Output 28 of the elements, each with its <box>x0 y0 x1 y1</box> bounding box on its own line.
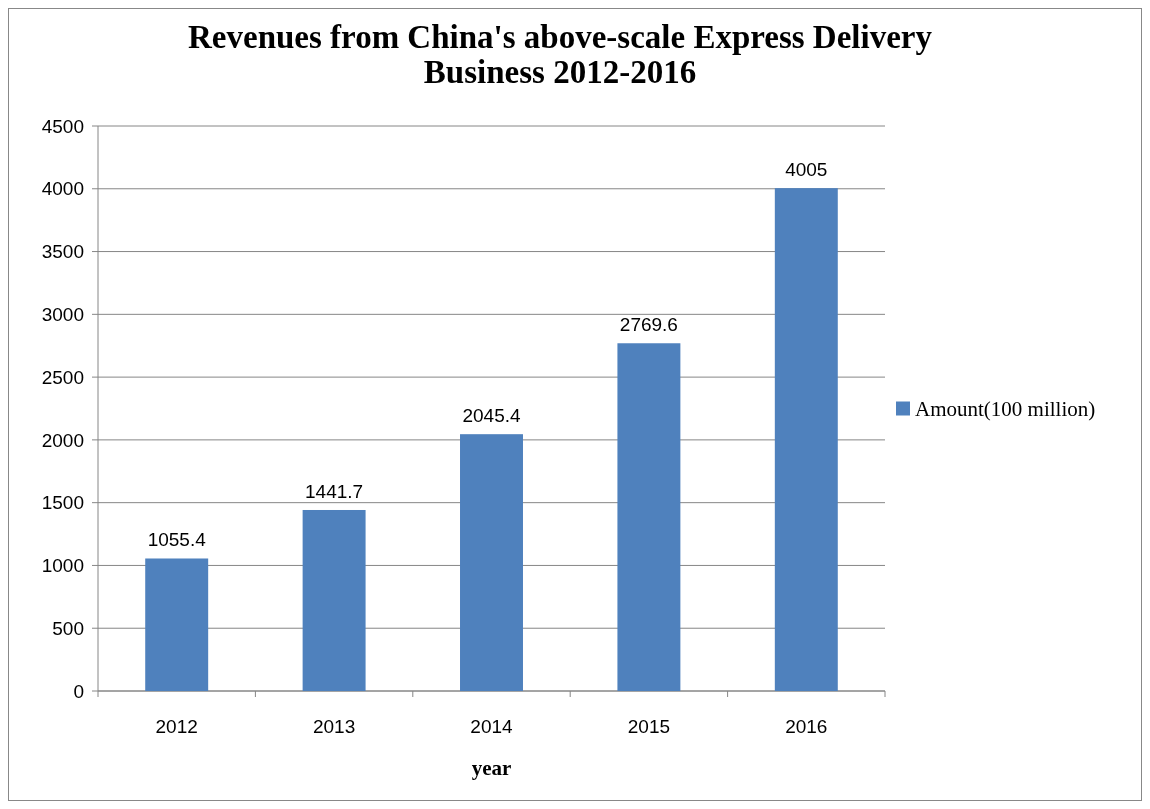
y-tick-label: 4500 <box>41 115 84 137</box>
y-tick-label: 4000 <box>41 178 84 200</box>
x-tick-label: 2016 <box>785 716 828 737</box>
x-tick-label: 2015 <box>627 716 671 737</box>
chart-title: Revenues from China's above-scale Express Delivery Business 2012-2016 <box>188 19 933 90</box>
y-tick-label: 0 <box>73 680 84 702</box>
y-tick-label: 1500 <box>41 492 84 514</box>
x-tick-label: 2013 <box>312 716 356 737</box>
data-label: 1055.4 <box>147 529 207 551</box>
data-label: 4005 <box>785 159 828 181</box>
y-tick-label: 3000 <box>41 303 84 325</box>
data-label: 2769.6 <box>619 314 678 336</box>
bar <box>145 558 209 691</box>
bar <box>302 509 366 691</box>
data-label: 1441.7 <box>305 480 364 502</box>
x-tick-label: 2014 <box>470 716 514 737</box>
y-tick-label: 2500 <box>41 366 84 388</box>
legend-label: Amount(100 million) <box>915 396 1096 421</box>
data-label: 2045.4 <box>462 405 521 427</box>
x-tick-label: 2012 <box>155 716 198 737</box>
bar <box>774 188 838 691</box>
y-tick-label: 1000 <box>41 555 84 577</box>
y-tick-label: 500 <box>52 617 84 639</box>
y-tick-label: 3500 <box>41 241 84 263</box>
x-axis-title: year <box>471 756 512 780</box>
y-tick-label: 2000 <box>41 429 84 451</box>
bar <box>617 343 681 691</box>
bar <box>460 434 523 691</box>
